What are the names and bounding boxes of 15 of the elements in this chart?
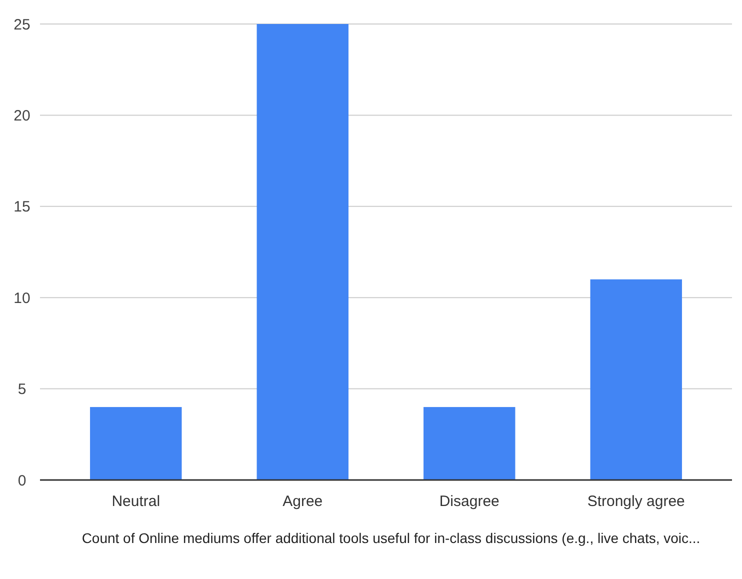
x-axis-title: Count of Online mediums offer additional tools useful for in-class discussions (e.g., live chats, voic... xyxy=(82,530,700,546)
x-tick-label: Agree xyxy=(282,493,323,510)
bar xyxy=(256,24,348,480)
y-tick-label: 0 xyxy=(18,472,26,490)
bar xyxy=(424,407,516,480)
y-tick-label: 25 xyxy=(14,16,30,34)
x-tick-label: Neutral xyxy=(112,493,160,510)
bar xyxy=(590,279,682,480)
y-tick-label: 20 xyxy=(14,107,30,124)
x-tick-label: Strongly agree xyxy=(587,493,685,510)
y-tick-label: 5 xyxy=(18,381,26,398)
y-tick-label: 15 xyxy=(14,198,30,216)
x-tick-label: Disagree xyxy=(439,493,500,510)
y-tick-label: 10 xyxy=(14,290,30,307)
bar xyxy=(90,407,182,480)
